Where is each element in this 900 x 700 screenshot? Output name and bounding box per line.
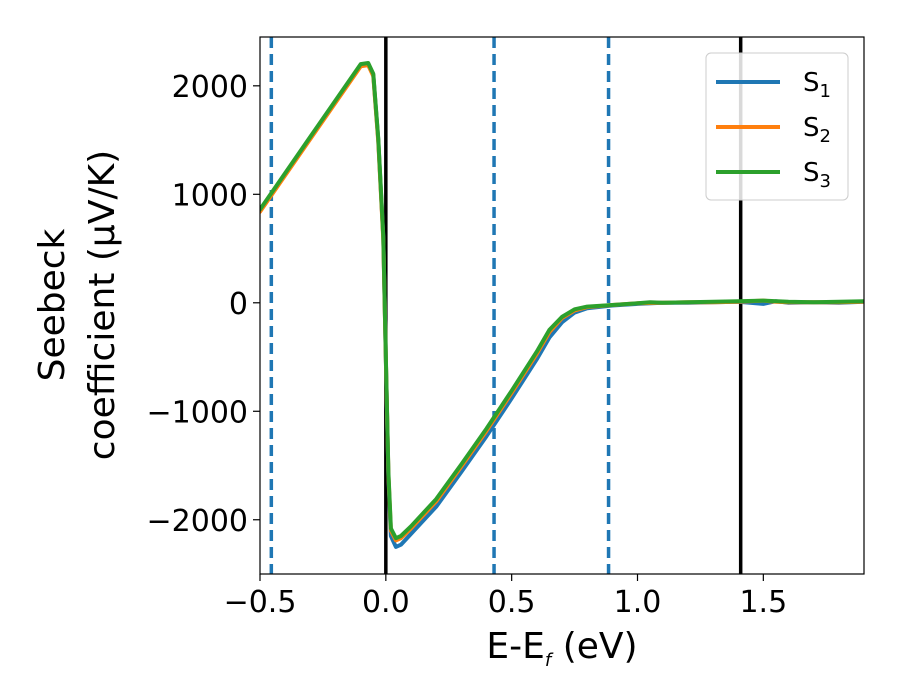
- y-tick-label: 1000: [172, 178, 248, 213]
- x-tick-label: 0.5: [488, 585, 536, 620]
- series-line-s3: [260, 61, 864, 541]
- x-tick-label: 0.0: [362, 585, 410, 620]
- x-axis-label: E-Ef (eV): [486, 626, 637, 671]
- legend-label-s3: S3: [803, 158, 831, 192]
- y-tick-label: 0: [229, 287, 248, 322]
- y-tick-label: −2000: [147, 504, 248, 539]
- legend-label-s2: S2: [803, 113, 831, 147]
- y-axis-label-line2: coefficient (μV/K): [82, 150, 123, 460]
- y-tick-label: 2000: [172, 70, 248, 105]
- plot-frame: [259, 36, 865, 575]
- x-tick-label: 1.5: [739, 585, 787, 620]
- x-tick-label: −0.5: [224, 585, 297, 620]
- legend-label-s1: S1: [803, 68, 831, 102]
- y-tick-label: −1000: [147, 395, 248, 430]
- legend: S1 S2 S3: [705, 52, 849, 201]
- x-tick-label: 1.0: [614, 585, 662, 620]
- y-axis-label-line1: Seebeck: [32, 228, 73, 381]
